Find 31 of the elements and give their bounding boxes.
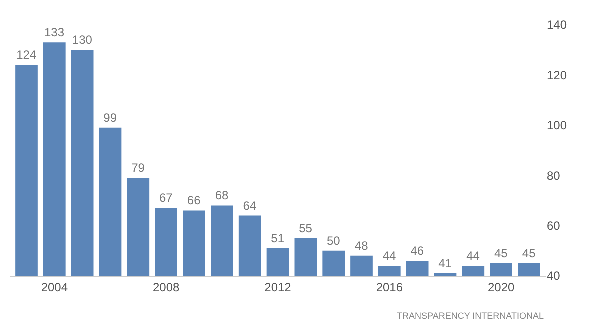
data-label: 50	[327, 234, 341, 248]
data-label: 66	[187, 194, 202, 208]
y-tick-label: 140	[547, 18, 568, 32]
data-label: 48	[354, 238, 369, 253]
data-label: 99	[104, 110, 118, 125]
data-label: 44	[382, 248, 396, 263]
x-tick-label: 2020	[488, 280, 515, 294]
data-label: 45	[494, 246, 508, 260]
data-label: 51	[271, 231, 285, 246]
y-tick-label: 120	[547, 68, 568, 82]
y-tick-label: 40	[547, 269, 561, 284]
text: TRANSPARENCY INTERNATIONAL	[397, 311, 544, 321]
data-label: 79	[132, 161, 146, 176]
data-label: 67	[160, 191, 174, 206]
data-label: 55	[299, 221, 313, 236]
y-tick-label: 60	[547, 219, 561, 233]
x-tick-label: 2008	[152, 280, 180, 294]
data-label: 130	[72, 33, 93, 48]
x-tick-label: 2012	[264, 280, 292, 294]
data-label: 41	[438, 256, 452, 270]
data-label: 133	[44, 26, 65, 40]
data-label: 124	[16, 48, 37, 62]
y-tick-label: 80	[547, 168, 561, 183]
x-tick-label: 2004	[41, 280, 68, 294]
data-label: 46	[410, 244, 424, 258]
y-tick-label: 100	[547, 118, 568, 133]
x-tick-label: 2016	[376, 280, 404, 294]
data-label: 64	[243, 198, 257, 213]
data-label: 45	[522, 246, 536, 260]
data-label: 68	[215, 188, 229, 203]
data-label: 44	[466, 248, 480, 263]
